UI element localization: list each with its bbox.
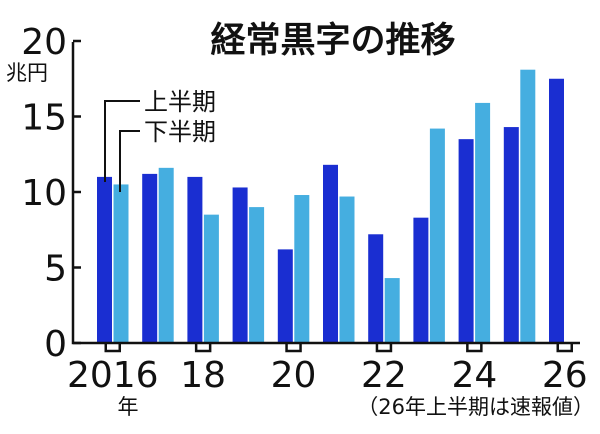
y-tick-label: 10	[21, 173, 67, 214]
x-tick-mark	[194, 343, 212, 353]
bar-series-1	[97, 176, 112, 343]
bar-series-1	[142, 173, 158, 343]
bar-series-2	[158, 167, 174, 343]
x-tick-label: 26	[542, 355, 588, 396]
bar-series-1	[503, 127, 519, 343]
y-tick-label: 15	[21, 98, 67, 139]
x-tick-mark	[375, 343, 393, 353]
bar-series-2	[520, 69, 536, 343]
x-tick-mark	[104, 343, 121, 353]
bar-series-1	[458, 139, 474, 343]
bar-series-2	[475, 102, 491, 343]
bar-series-1	[187, 176, 203, 343]
y-tick-label: 5	[44, 249, 67, 290]
legend-leader-series-1	[104, 100, 140, 182]
x-tick-label: 22	[361, 355, 407, 396]
legend-label-series-1: 上半期	[144, 88, 216, 116]
y-ticks-group: 0 5 10 15 20	[21, 22, 81, 365]
x-tick-label: 2016	[67, 355, 159, 396]
y-axis-unit: 兆円	[6, 61, 48, 85]
x-tick-label: 18	[180, 355, 226, 396]
bar-series-1	[368, 234, 384, 343]
x-axis-unit: 年	[118, 395, 139, 419]
bar-series-1	[277, 249, 293, 343]
x-tick-label: 20	[271, 355, 317, 396]
bar-series-2	[339, 196, 355, 343]
x-tick-mark	[466, 343, 483, 353]
bar-series-2	[203, 214, 219, 343]
bar-series-1	[323, 164, 338, 343]
bar-series-1	[232, 187, 248, 343]
y-tick-label: 0	[44, 324, 67, 365]
x-tick-label: 24	[451, 355, 497, 396]
chart-footnote: （26年上半期は速報値）	[357, 395, 594, 419]
bar-series-2	[294, 195, 310, 343]
x-tick-mark	[285, 343, 302, 353]
chart-title: 経常黒字の推移	[210, 21, 455, 61]
bars-group	[97, 69, 564, 343]
x-tick-mark	[556, 343, 573, 353]
bar-series-1	[549, 78, 564, 343]
bar-series-2	[429, 128, 445, 343]
legend-label-series-2: 下半期	[144, 118, 216, 146]
bar-series-2	[384, 278, 400, 343]
bar-series-1	[413, 217, 429, 343]
y-tick-label: 20	[21, 22, 67, 63]
bar-series-2	[249, 207, 265, 343]
x-ticks-group: 2016 18 20 22 24 26	[67, 343, 588, 396]
legend-leader-series-2	[119, 130, 140, 192]
bar-series-2	[113, 184, 129, 343]
axis-lines	[71, 42, 580, 345]
